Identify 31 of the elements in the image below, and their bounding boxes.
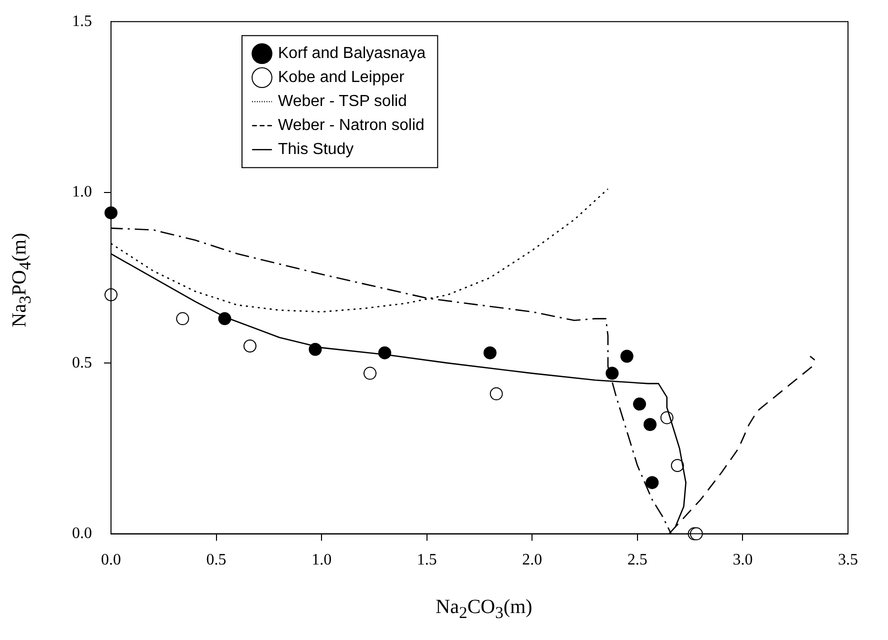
legend-label: Kobe and Leipper <box>278 69 405 86</box>
x-tick-label: 0.0 <box>101 552 121 569</box>
point <box>670 459 684 472</box>
point <box>490 387 503 400</box>
point <box>176 312 190 326</box>
point <box>646 476 659 490</box>
x-tick-label: 0.5 <box>206 552 226 569</box>
x-tick-label: 2.5 <box>627 552 648 569</box>
point <box>104 206 118 220</box>
x-tick-label: 1.0 <box>312 552 332 569</box>
point <box>644 418 657 432</box>
y-tick-label: 1.0 <box>72 184 92 201</box>
y-tick-label: 0.0 <box>72 525 92 542</box>
legend-label: Weber - TSP solid <box>278 93 407 110</box>
legend-label: This Study <box>278 141 354 158</box>
x-tick-label: 2.0 <box>522 552 542 569</box>
x-tick-label: 3.5 <box>838 552 858 569</box>
point <box>620 350 634 363</box>
x-tick-label: 3.0 <box>732 552 753 569</box>
x-axis-title: Na$_{2}$CO$_{3}$(m) <box>434 596 534 623</box>
point <box>243 339 256 352</box>
point <box>484 346 497 360</box>
legend-label: Weber - Natron solid <box>278 117 424 134</box>
y-tick-label: 0.5 <box>72 354 92 372</box>
y-tick-label: 1.5 <box>72 12 92 30</box>
x-tick-label: 1.5 <box>416 552 437 569</box>
point <box>606 366 619 380</box>
legend-label: Korf and Balyasnaya <box>278 45 426 62</box>
point <box>104 288 118 302</box>
point <box>364 366 377 380</box>
point <box>633 398 646 411</box>
